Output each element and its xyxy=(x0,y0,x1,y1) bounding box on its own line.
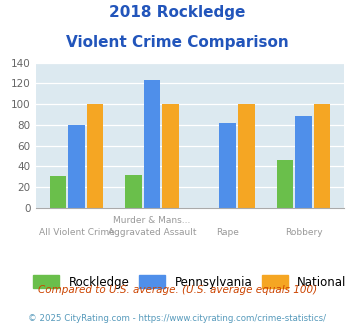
Bar xyxy=(238,104,255,208)
Text: All Violent Crime: All Violent Crime xyxy=(39,228,114,237)
Text: Rape: Rape xyxy=(216,228,239,237)
Bar xyxy=(162,104,179,208)
Bar xyxy=(125,175,142,208)
Text: Murder & Mans...: Murder & Mans... xyxy=(113,216,191,225)
Text: 2018 Rockledge: 2018 Rockledge xyxy=(109,5,246,20)
Text: Compared to U.S. average. (U.S. average equals 100): Compared to U.S. average. (U.S. average … xyxy=(38,285,317,295)
Bar xyxy=(219,123,236,208)
Bar xyxy=(295,115,312,208)
Text: © 2025 CityRating.com - https://www.cityrating.com/crime-statistics/: © 2025 CityRating.com - https://www.city… xyxy=(28,314,327,323)
Legend: Rockledge, Pennsylvania, National: Rockledge, Pennsylvania, National xyxy=(33,275,346,288)
Text: Robbery: Robbery xyxy=(285,228,322,237)
Bar xyxy=(50,176,66,208)
Bar xyxy=(144,80,160,208)
Text: Violent Crime Comparison: Violent Crime Comparison xyxy=(66,35,289,50)
Bar xyxy=(277,160,293,208)
Text: Aggravated Assault: Aggravated Assault xyxy=(108,228,196,237)
Bar xyxy=(87,104,103,208)
Bar xyxy=(68,125,85,208)
Bar xyxy=(314,104,330,208)
